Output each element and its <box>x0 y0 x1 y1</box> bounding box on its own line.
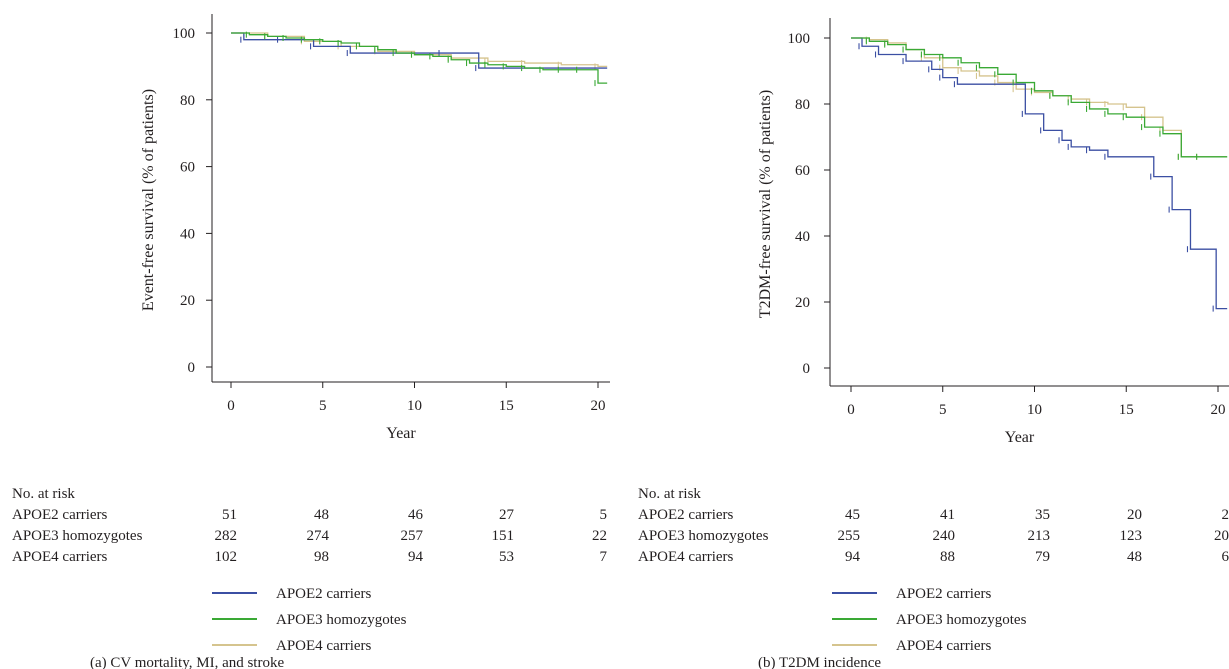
x-tick-label: 10 <box>1027 402 1042 418</box>
risk-value: 79 <box>1035 549 1050 565</box>
risk-row-label: APOE2 carriers <box>12 507 108 523</box>
risk-value: 7 <box>600 549 608 565</box>
y-tick-label: 20 <box>180 293 195 309</box>
risk-value: 94 <box>408 549 424 565</box>
risk-value: 20 <box>1214 528 1229 544</box>
legend-label: APOE4 carriers <box>896 638 992 654</box>
y-tick-label: 20 <box>795 295 810 311</box>
x-tick-label: 20 <box>1211 402 1226 418</box>
y-tick-label: 80 <box>795 97 810 113</box>
risk-value: 51 <box>222 507 237 523</box>
risk-value: 282 <box>215 528 238 544</box>
risk-row-label: APOE2 carriers <box>638 507 734 523</box>
y-tick-label: 60 <box>795 163 810 179</box>
risk-value: 46 <box>408 507 424 523</box>
y-tick-label: 60 <box>180 160 195 176</box>
risk-value: 5 <box>600 507 608 523</box>
panel-caption: (b) T2DM incidence <box>758 655 881 669</box>
legend-label: APOE3 homozygotes <box>276 612 407 628</box>
y-tick-label: 40 <box>180 226 195 242</box>
risk-value: 213 <box>1028 528 1051 544</box>
x-tick-label: 5 <box>939 402 947 418</box>
risk-value: 2 <box>1222 507 1229 523</box>
risk-value: 94 <box>845 549 861 565</box>
x-tick-label: 10 <box>407 398 422 414</box>
x-axis-label: Year <box>386 425 416 442</box>
legend-label: APOE2 carriers <box>276 586 372 602</box>
risk-table-title: No. at risk <box>638 486 701 502</box>
risk-value: 240 <box>933 528 956 544</box>
risk-row-label: APOE4 carriers <box>12 549 108 565</box>
y-tick-label: 0 <box>803 361 811 377</box>
risk-value: 123 <box>1120 528 1143 544</box>
y-tick-label: 100 <box>788 31 811 47</box>
y-tick-label: 80 <box>180 93 195 109</box>
y-tick-label: 0 <box>188 360 196 376</box>
risk-value: 20 <box>1127 507 1142 523</box>
y-axis-label: T2DM-free survival (% of patients) <box>757 90 774 318</box>
risk-value: 98 <box>314 549 329 565</box>
series-line-apoe4-carriers <box>851 37 1228 158</box>
series-line-apoe2-carriers <box>851 37 1228 310</box>
risk-value: 48 <box>1127 549 1142 565</box>
legend-label: APOE3 homozygotes <box>896 612 1027 628</box>
risk-value: 257 <box>401 528 424 544</box>
x-tick-label: 0 <box>847 402 855 418</box>
risk-value: 6 <box>1222 549 1229 565</box>
y-axis-label: Event-free survival (% of patients) <box>140 89 157 311</box>
risk-row-label: APOE3 homozygotes <box>638 528 769 544</box>
y-tick-label: 40 <box>795 229 810 245</box>
risk-value: 102 <box>215 549 238 565</box>
x-tick-label: 20 <box>591 398 606 414</box>
x-axis-label: Year <box>1005 429 1035 446</box>
risk-value: 88 <box>940 549 955 565</box>
risk-row-label: APOE4 carriers <box>638 549 734 565</box>
legend-label: APOE2 carriers <box>896 586 992 602</box>
risk-value: 151 <box>492 528 515 544</box>
series-line-apoe3-homozygotes <box>231 32 608 84</box>
y-tick-label: 100 <box>173 26 196 42</box>
risk-row-label: APOE3 homozygotes <box>12 528 143 544</box>
risk-value: 27 <box>499 507 515 523</box>
risk-value: 53 <box>499 549 514 565</box>
series-line-apoe2-carriers <box>231 32 608 69</box>
x-tick-label: 5 <box>319 398 327 414</box>
risk-value: 255 <box>838 528 861 544</box>
x-tick-label: 0 <box>227 398 235 414</box>
risk-table-title: No. at risk <box>12 486 75 502</box>
risk-value: 35 <box>1035 507 1050 523</box>
risk-value: 22 <box>592 528 607 544</box>
risk-value: 45 <box>845 507 860 523</box>
series-line-apoe3-homozygotes <box>851 37 1228 158</box>
panel-caption: (a) CV mortality, MI, and stroke <box>90 655 284 669</box>
x-tick-label: 15 <box>499 398 514 414</box>
chart-panel-b: 0 20 40 60 80 100 0 5 10 15 20 Year T2DM-free surviv… <box>638 18 1229 669</box>
risk-value: 48 <box>314 507 329 523</box>
risk-value: 274 <box>307 528 330 544</box>
risk-value: 41 <box>940 507 955 523</box>
chart-panel-a: 0 20 40 60 80 100 0 5 10 15 20 Year Event-free survi… <box>12 14 610 669</box>
x-tick-label: 15 <box>1119 402 1134 418</box>
legend-label: APOE4 carriers <box>276 638 372 654</box>
